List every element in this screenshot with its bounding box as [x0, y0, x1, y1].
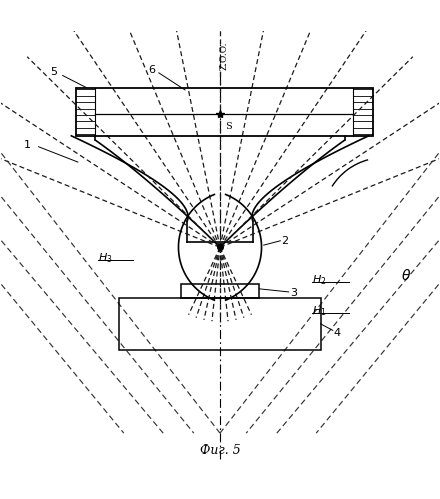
Text: 6: 6 — [149, 65, 156, 75]
Text: Фиг. 5: Фиг. 5 — [200, 444, 240, 457]
Text: $H_1$: $H_1$ — [312, 304, 326, 317]
Text: 3: 3 — [290, 288, 297, 298]
Text: 1: 1 — [24, 140, 31, 150]
Text: $H_2$: $H_2$ — [312, 273, 326, 287]
Text: 2: 2 — [281, 236, 288, 246]
Text: $\theta$: $\theta$ — [401, 268, 411, 283]
Text: $H_3$: $H_3$ — [98, 251, 112, 265]
Text: Z.O.O.: Z.O.O. — [220, 42, 229, 70]
Text: 5: 5 — [50, 67, 57, 77]
Text: 4: 4 — [334, 327, 341, 337]
Text: S: S — [225, 122, 232, 131]
